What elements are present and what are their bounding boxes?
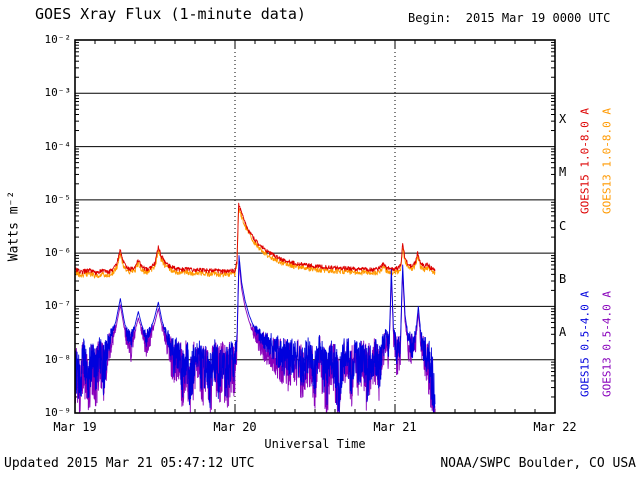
x-axis-title: Universal Time — [264, 437, 366, 451]
plot-frame — [74, 39, 556, 414]
flare-class-c: C — [559, 218, 567, 233]
flare-class-b: B — [559, 271, 567, 286]
flare-class-a: A — [559, 325, 567, 340]
y-tick-label: 10⁻⁸ — [44, 352, 72, 366]
y-axis-title: Watts m⁻² — [6, 190, 22, 262]
x-tick-label: Mar 22 — [533, 420, 577, 434]
legend-goes13-1-0-8-0-a: GOES13 1.0-8.0 A — [600, 108, 614, 214]
y-tick-label: 10⁻³ — [44, 86, 72, 100]
x-tick-label: Mar 20 — [213, 420, 257, 434]
legend-goes15-0-5-4-0-a: GOES15 0.5-4.0 A — [578, 291, 592, 397]
updated-timestamp: Updated 2015 Mar 21 05:47:12 UTC — [4, 456, 255, 471]
source-credit: NOAA/SWPC Boulder, CO USA — [440, 456, 636, 471]
series-trace-goes15-1-0-8-0-a — [74, 202, 436, 276]
y-tick-label: 10⁻⁴ — [44, 139, 72, 153]
flare-class-m: M — [559, 165, 567, 180]
series-trace-goes13-1-0-8-0-a — [74, 207, 436, 279]
legend-goes13-0-5-4-0-a: GOES13 0.5-4.0 A — [600, 291, 614, 397]
y-tick-label: 10⁻⁷ — [44, 299, 72, 313]
y-tick-label: 10⁻⁵ — [44, 192, 72, 206]
y-tick-label: 10⁻⁹ — [44, 406, 72, 419]
legend-goes15-1-0-8-0-a: GOES15 1.0-8.0 A — [578, 108, 592, 214]
x-tick-label: Mar 21 — [373, 420, 417, 434]
series-trace-goes15-0-5-4-0-a — [74, 255, 436, 414]
flare-class-x: X — [559, 111, 567, 126]
y-tick-label: 10⁻⁶ — [44, 246, 72, 260]
y-tick-label: 10⁻² — [44, 33, 72, 46]
begin-time-label: Begin: 2015 Mar 19 0000 UTC — [408, 11, 611, 25]
x-tick-label: Mar 19 — [53, 420, 97, 434]
chart-title: GOES Xray Flux (1-minute data) — [35, 5, 306, 23]
